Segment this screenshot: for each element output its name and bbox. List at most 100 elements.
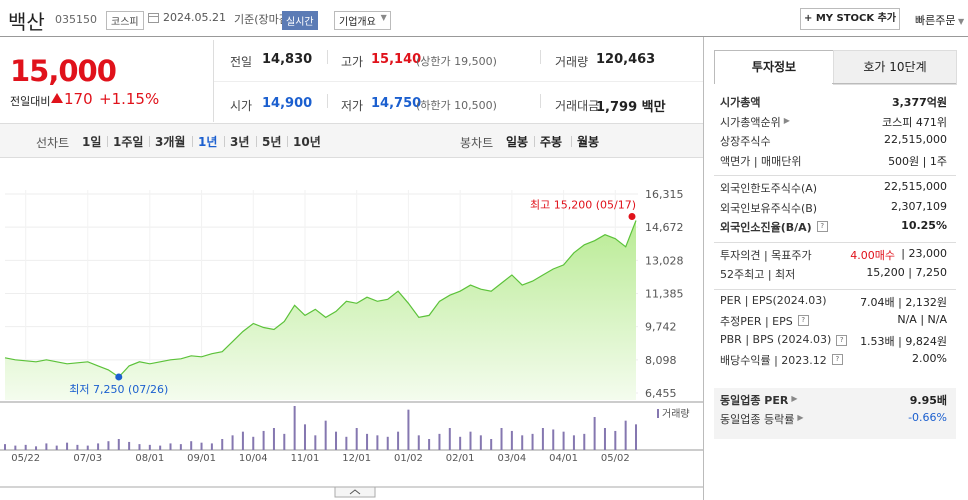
info-value: 15,200 | 7,250: [866, 266, 947, 279]
volume-bar: [562, 431, 565, 450]
tab-active[interactable]: 투자정보: [714, 50, 834, 84]
volume-bar: [531, 433, 534, 450]
volume-bar: [490, 439, 493, 450]
more-arrow: ▶: [791, 393, 798, 403]
info-label: 외국인소진율(B/A): [720, 221, 812, 234]
quick-order[interactable]: 빠른주문 ▼: [915, 14, 965, 27]
x-tick-label: 03/04: [497, 453, 526, 464]
separator: [287, 136, 288, 147]
annotation: 최저 7,250 (07/26): [69, 383, 168, 396]
info-label: 동일업종 PER: [720, 393, 789, 407]
volume-bar: [448, 428, 451, 450]
volume-bar: [428, 439, 431, 450]
mystock-button[interactable]: + MY STOCK 추가: [800, 8, 900, 30]
period-option[interactable]: 5년: [262, 135, 282, 149]
realtime-badge[interactable]: 실시간: [282, 11, 318, 30]
col-divider: [540, 94, 541, 108]
mystock-label: MY STOCK 추가: [815, 13, 897, 24]
stat-note: (상한가 19,500): [416, 55, 497, 68]
separator: [224, 136, 225, 147]
more-arrow: ▶: [783, 115, 790, 125]
info-value: 코스피 471위: [882, 115, 947, 129]
y-tick-label: 14,672: [645, 221, 684, 234]
quick-order-label: 빠른주문: [915, 14, 956, 27]
separator: [571, 136, 572, 147]
period-option[interactable]: 3년: [230, 135, 250, 149]
header-line: [0, 36, 968, 37]
info-label: PER | EPS(2024.03): [720, 293, 827, 307]
volume-bar: [386, 436, 389, 450]
volume-bar: [117, 439, 120, 450]
x-tick-label: 08/01: [135, 453, 164, 464]
info-value: | 23,000: [901, 246, 947, 260]
volume-bar: [500, 428, 503, 450]
volume-bar: [169, 443, 172, 450]
volume-bar: [603, 428, 606, 450]
x-tick-label: 05/22: [11, 453, 40, 464]
period-option[interactable]: 주봉: [540, 135, 563, 149]
info-value: 2,307,109: [891, 199, 947, 213]
info-value: 4.00매수: [850, 248, 895, 262]
volume-bar: [241, 431, 244, 450]
line-chart-label: 선차트: [36, 136, 70, 150]
overview-button[interactable]: 기업개요 ▼: [334, 11, 391, 30]
volume-bar: [345, 436, 348, 450]
calendar-icon: [148, 13, 159, 23]
info-value: 1.53배 | 9,824원: [860, 334, 947, 348]
help-icon: ?: [836, 334, 848, 346]
info-value: -0.66%: [908, 411, 947, 424]
volume-bar: [76, 444, 79, 450]
info-label: 시가총액순위: [720, 115, 781, 129]
panel-divider: [703, 37, 704, 500]
separator: [107, 136, 108, 147]
stat-value: 120,463: [596, 52, 656, 67]
x-tick-label: 01/02: [394, 453, 423, 464]
separator: [256, 136, 257, 147]
volume-bar: [97, 443, 100, 450]
period-option[interactable]: 1년: [198, 135, 218, 149]
volume-bar: [138, 444, 141, 450]
x-tick-label: 09/01: [187, 453, 216, 464]
collapse-button[interactable]: [334, 486, 376, 498]
y-tick-label: 6,455: [645, 387, 677, 400]
period-option[interactable]: 1주일: [113, 135, 144, 149]
period-option[interactable]: 1일: [82, 135, 102, 149]
info-value: 3,377억원: [891, 96, 947, 109]
period-option[interactable]: 월봉: [577, 135, 600, 149]
y-tick-label: 13,028: [645, 254, 684, 267]
stat-label: 거래량: [555, 55, 589, 69]
info-label: 액면가 | 매매단위: [720, 154, 802, 168]
period-option[interactable]: 3개월: [155, 135, 186, 149]
volume-bar: [252, 436, 255, 450]
change-pct: +1.15%: [99, 90, 160, 108]
info-label: PBR | BPS (2024.03): [720, 332, 832, 346]
info-label: 투자의견 | 목표주가: [720, 248, 812, 262]
shaded-box: [714, 387, 956, 439]
stat-label: 전일: [230, 55, 253, 69]
period-option[interactable]: 일봉: [506, 135, 529, 149]
section-line: [714, 175, 956, 176]
volume-bar: [86, 445, 89, 450]
x-tick-label: 04/01: [549, 453, 578, 464]
date: 2024.05.21: [163, 11, 226, 24]
y-tick-label: 16,315: [645, 188, 684, 201]
info-value: 22,515,000: [884, 133, 947, 146]
volume-bar: [521, 435, 524, 450]
x-tick-label: 05/02: [601, 453, 630, 464]
period-option[interactable]: 10년: [293, 135, 321, 149]
row-divider: [214, 81, 703, 82]
y-tick-label: 8,098: [645, 354, 677, 367]
volume-bar: [335, 431, 338, 450]
stat-label: 시가: [230, 99, 253, 113]
volume-bar: [159, 445, 162, 450]
tab[interactable]: 호가 10단계: [833, 50, 957, 85]
x-tick-label: 11/01: [291, 453, 320, 464]
stat-label: 거래대금: [555, 99, 600, 113]
volume-bar: [35, 446, 38, 450]
section-line: [714, 241, 956, 243]
date-basis: 기준(장마감): [234, 13, 294, 26]
price-line: [4, 220, 637, 378]
x-tick-label: 12/01: [342, 453, 371, 464]
change: 170: [64, 90, 93, 108]
